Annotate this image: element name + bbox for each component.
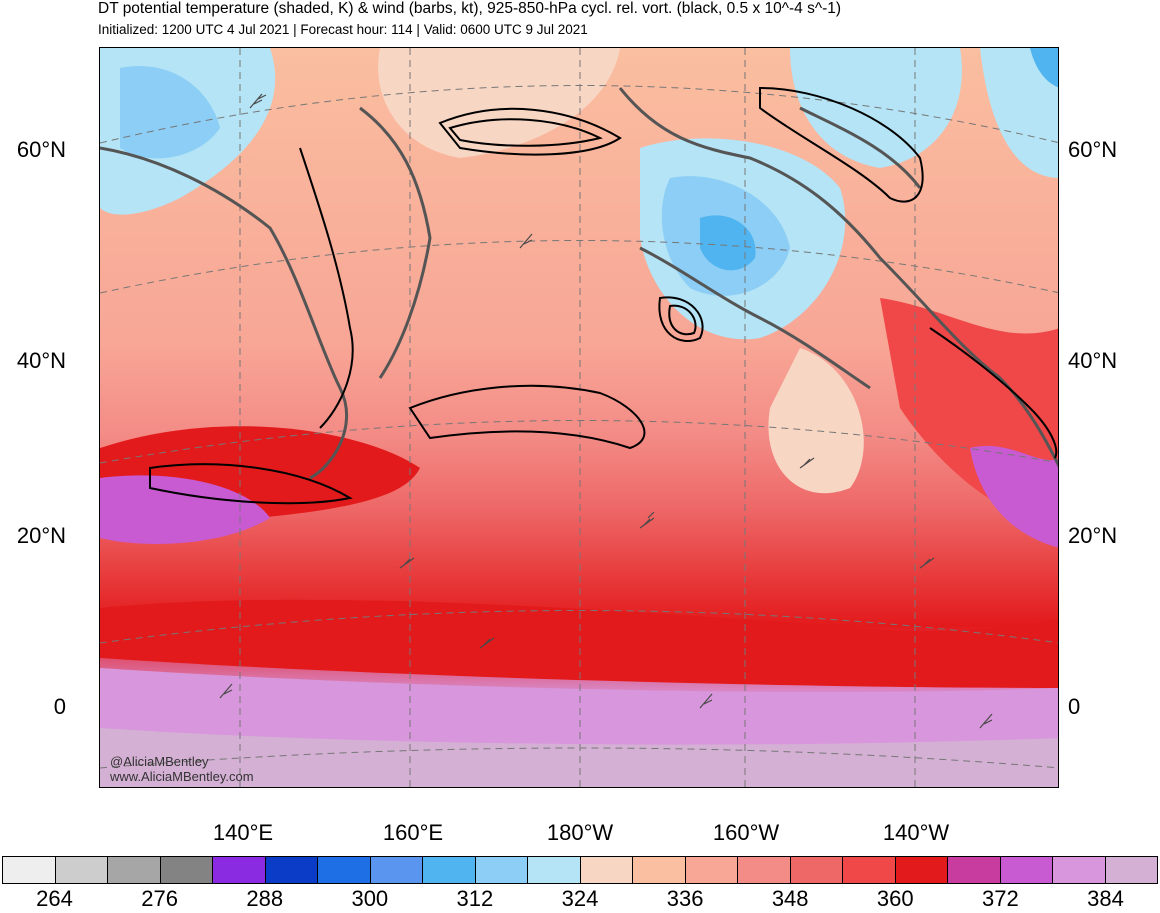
lat-label-right-60n: 60°N (1068, 137, 1118, 162)
colorbar-swatch (1000, 857, 1053, 883)
mild-region-gulf (768, 348, 864, 494)
colorbar-swatch (790, 857, 843, 883)
colorbar-tick-label: 336 (666, 886, 704, 911)
lat-label-right-40n: 40°N (1068, 348, 1118, 373)
colorbar-tick-label: 360 (876, 886, 914, 911)
colorbar-tick-label: 348 (771, 886, 809, 911)
colorbar-swatch (108, 857, 161, 883)
lon-label-180w: 180°W (546, 820, 614, 845)
colorbar-swatch (423, 857, 476, 883)
colorbar-swatch (3, 857, 56, 883)
cool-region-canada (790, 48, 962, 168)
colorbar-swatch (160, 857, 213, 883)
credit-website: www.AliciaMBentley.com (110, 769, 254, 784)
map-subtitle: Initialized: 1200 UTC 4 Jul 2021 | Forec… (98, 22, 588, 37)
colorbar-swatch (948, 857, 1001, 883)
colorbar-swatch (1053, 857, 1106, 883)
colorbar-tick-label: 288 (246, 886, 284, 911)
credit-handle: @AliciaMBentley (110, 754, 209, 769)
lon-label-160e: 160°E (382, 820, 444, 845)
tropical-region-south (100, 728, 1058, 787)
map-title: DT potential temperature (shaded, K) & w… (98, 0, 842, 17)
lat-label-right-20n: 20°N (1068, 523, 1118, 548)
lon-label-140e: 140°E (212, 820, 274, 845)
colorbar-swatch (213, 857, 266, 883)
colorbar-swatch (1105, 857, 1157, 883)
colorbar-tick-label: 384 (1087, 886, 1124, 911)
colorbar-swatch (55, 857, 108, 883)
colorbar-swatch (370, 857, 423, 883)
lat-label-left-40n: 40°N (16, 348, 66, 373)
coastlines (100, 87, 1058, 480)
colorbar-swatch (633, 857, 686, 883)
warm-band-equator (100, 599, 1058, 688)
colorbar-tick-label: 276 (141, 886, 178, 911)
colorbar-swatch (475, 857, 528, 883)
lat-label-left-60n: 60°N (16, 137, 66, 162)
colorbar-tick-label: 372 (982, 886, 1019, 911)
lon-label-140w: 140°W (882, 820, 950, 845)
colorbar-swatch (738, 857, 791, 883)
colorbar-tick-label: 264 (36, 886, 73, 911)
colorbar-swatch (685, 857, 738, 883)
mild-region-north (378, 48, 620, 158)
colorbar-swatch (580, 857, 633, 883)
cool-core-northwest (120, 66, 220, 159)
hot-patch-west (100, 475, 270, 544)
hot-patch-east (970, 446, 1058, 548)
lon-label-160w: 160°W (712, 820, 780, 845)
map-panel: @AliciaMBentley www.AliciaMBentley.com (99, 47, 1059, 788)
cold-patch-northeast (1030, 48, 1058, 88)
lat-label-right-equator: 0 (1068, 694, 1081, 719)
vorticity-contours (149, 86, 1058, 505)
cold-core-alaska (700, 215, 756, 271)
map-canvas (100, 48, 1058, 787)
colorbar-swatch (265, 857, 318, 883)
graticule (100, 48, 1058, 787)
colorbar-swatch (843, 857, 896, 883)
cool-region-northeast (980, 48, 1058, 178)
wind-barbs (219, 93, 993, 729)
colorbar-tick-label: 324 (561, 886, 599, 911)
colorbar-swatch (895, 857, 948, 883)
colorbar-tick-label: 312 (456, 886, 494, 911)
colorbar-swatch (318, 857, 371, 883)
colorbar (2, 856, 1158, 884)
colorbar-tick-label: 300 (351, 886, 389, 911)
colorbar-swatch (528, 857, 581, 883)
lat-label-left-20n: 20°N (16, 523, 66, 548)
lat-label-left-equator: 0 (53, 694, 66, 719)
